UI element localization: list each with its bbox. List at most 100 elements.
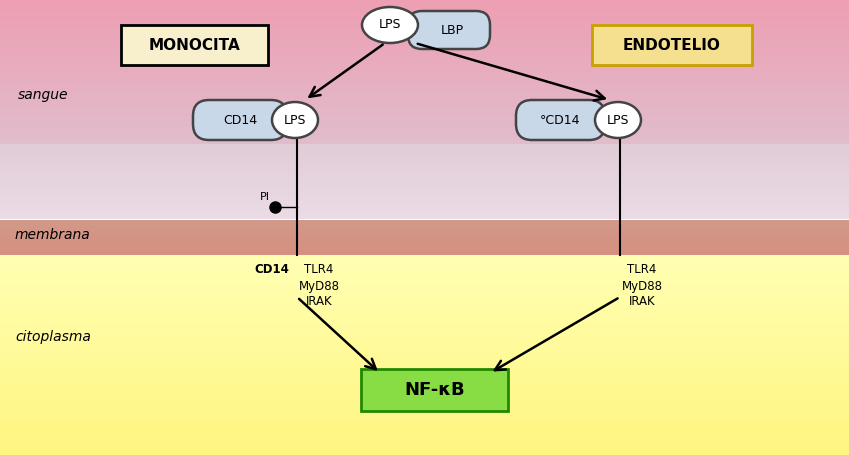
Bar (0, 5, 849, 6)
Bar (0, 114, 849, 115)
Bar (0, 402, 849, 403)
Bar (0, 425, 849, 426)
Bar (0, 90, 849, 91)
Bar (0, 322, 849, 323)
Text: LPS: LPS (284, 113, 306, 126)
Bar (0, 404, 849, 405)
Bar (0, 8, 849, 9)
Bar (0, 441, 849, 442)
Bar (0, 242, 849, 243)
Bar (0, 167, 849, 168)
Bar (0, 34, 849, 35)
Bar (0, 140, 849, 141)
Bar (0, 264, 849, 265)
Bar (0, 94, 849, 95)
Bar (0, 64, 849, 65)
Bar (0, 247, 849, 248)
Bar (0, 150, 849, 151)
Bar (0, 77, 849, 78)
Bar (0, 337, 849, 338)
Bar (0, 83, 849, 84)
Text: LBP: LBP (441, 24, 464, 36)
Bar (0, 111, 849, 112)
Bar (0, 355, 849, 356)
Bar (0, 99, 849, 100)
Bar (0, 288, 849, 289)
Bar (0, 124, 849, 125)
Bar (0, 218, 849, 219)
Bar (0, 334, 849, 335)
Bar (0, 346, 849, 347)
Bar (0, 217, 849, 218)
Bar (0, 305, 849, 306)
Bar (0, 10, 849, 11)
Bar (0, 102, 849, 103)
Bar (0, 154, 849, 155)
Bar (0, 176, 849, 177)
FancyBboxPatch shape (592, 25, 752, 65)
Text: °CD14: °CD14 (540, 113, 580, 126)
Bar (0, 35, 849, 36)
Bar (0, 205, 849, 206)
Ellipse shape (272, 102, 318, 138)
Bar (0, 52, 849, 53)
Bar (0, 332, 849, 333)
Bar (0, 338, 849, 339)
Bar (0, 1, 849, 2)
Bar (0, 438, 849, 439)
Bar (0, 50, 849, 51)
Bar (0, 442, 849, 443)
Bar (0, 255, 849, 256)
Bar (0, 447, 849, 448)
Bar (0, 384, 849, 385)
Bar (0, 32, 849, 33)
Bar (0, 28, 849, 29)
Bar (0, 265, 849, 266)
Bar (0, 448, 849, 449)
Bar (0, 66, 849, 67)
Bar (0, 118, 849, 119)
Bar (0, 259, 849, 260)
Bar (0, 379, 849, 380)
Bar (0, 361, 849, 362)
Bar (0, 123, 849, 124)
Bar (0, 158, 849, 159)
Bar (0, 432, 849, 433)
Bar (0, 129, 849, 130)
Bar (0, 236, 849, 237)
Bar (0, 323, 849, 324)
Bar (0, 324, 849, 325)
Bar (0, 369, 849, 370)
Bar (0, 172, 849, 173)
Bar (0, 109, 849, 110)
Bar (0, 29, 849, 30)
Bar (0, 348, 849, 349)
Bar (0, 268, 849, 269)
Bar (0, 335, 849, 336)
Bar (0, 7, 849, 8)
Text: citoplasma: citoplasma (15, 330, 91, 344)
Bar (0, 37, 849, 38)
Bar (0, 58, 849, 59)
Bar (0, 383, 849, 384)
Bar (0, 309, 849, 310)
Bar (0, 30, 849, 31)
Bar (0, 19, 849, 20)
Bar (0, 67, 849, 68)
Bar (0, 155, 849, 156)
Bar (0, 162, 849, 163)
Text: ENDOTELIO: ENDOTELIO (623, 37, 721, 52)
Bar (0, 344, 849, 345)
Bar (0, 434, 849, 435)
Bar (0, 375, 849, 376)
Bar (0, 396, 849, 397)
Bar (0, 257, 849, 258)
Bar (0, 6, 849, 7)
Bar (0, 270, 849, 271)
Bar (0, 45, 849, 46)
Text: TLR4: TLR4 (304, 263, 334, 276)
Bar (0, 0, 849, 1)
Bar (0, 371, 849, 372)
Bar (0, 62, 849, 63)
Bar (0, 91, 849, 92)
